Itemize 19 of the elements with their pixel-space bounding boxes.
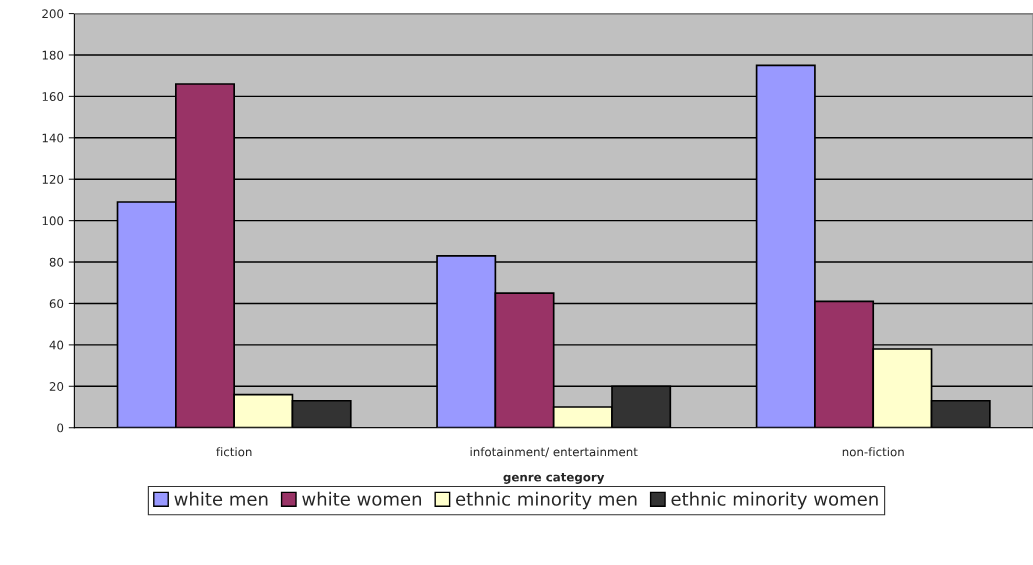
x-tick-label: infotainment/ entertainment: [470, 447, 638, 458]
y-tick-label: 0: [57, 423, 64, 433]
x-axis-title: genre category: [503, 473, 605, 484]
y-tick-label: 80: [49, 257, 64, 267]
legend-label: ethnic minority men: [456, 491, 637, 510]
y-tick-label: 200: [42, 9, 64, 19]
y-tick-label: 60: [49, 299, 64, 309]
y-tick-label: 180: [42, 50, 64, 60]
y-tick-label: 20: [49, 382, 64, 391]
x-tick-label: non-fiction: [842, 447, 904, 457]
legend-label: white men: [174, 491, 268, 506]
y-tick-label: 160: [42, 92, 64, 102]
y-tick-label: 100: [42, 216, 64, 226]
y-tick-label: 120: [42, 174, 64, 184]
x-tick-label: fiction: [216, 447, 252, 457]
legend-label: white women: [302, 491, 422, 506]
legend-label: ethnic minority women: [671, 491, 878, 510]
y-tick-label: 40: [49, 340, 64, 350]
y-tick-label: 140: [42, 133, 64, 143]
